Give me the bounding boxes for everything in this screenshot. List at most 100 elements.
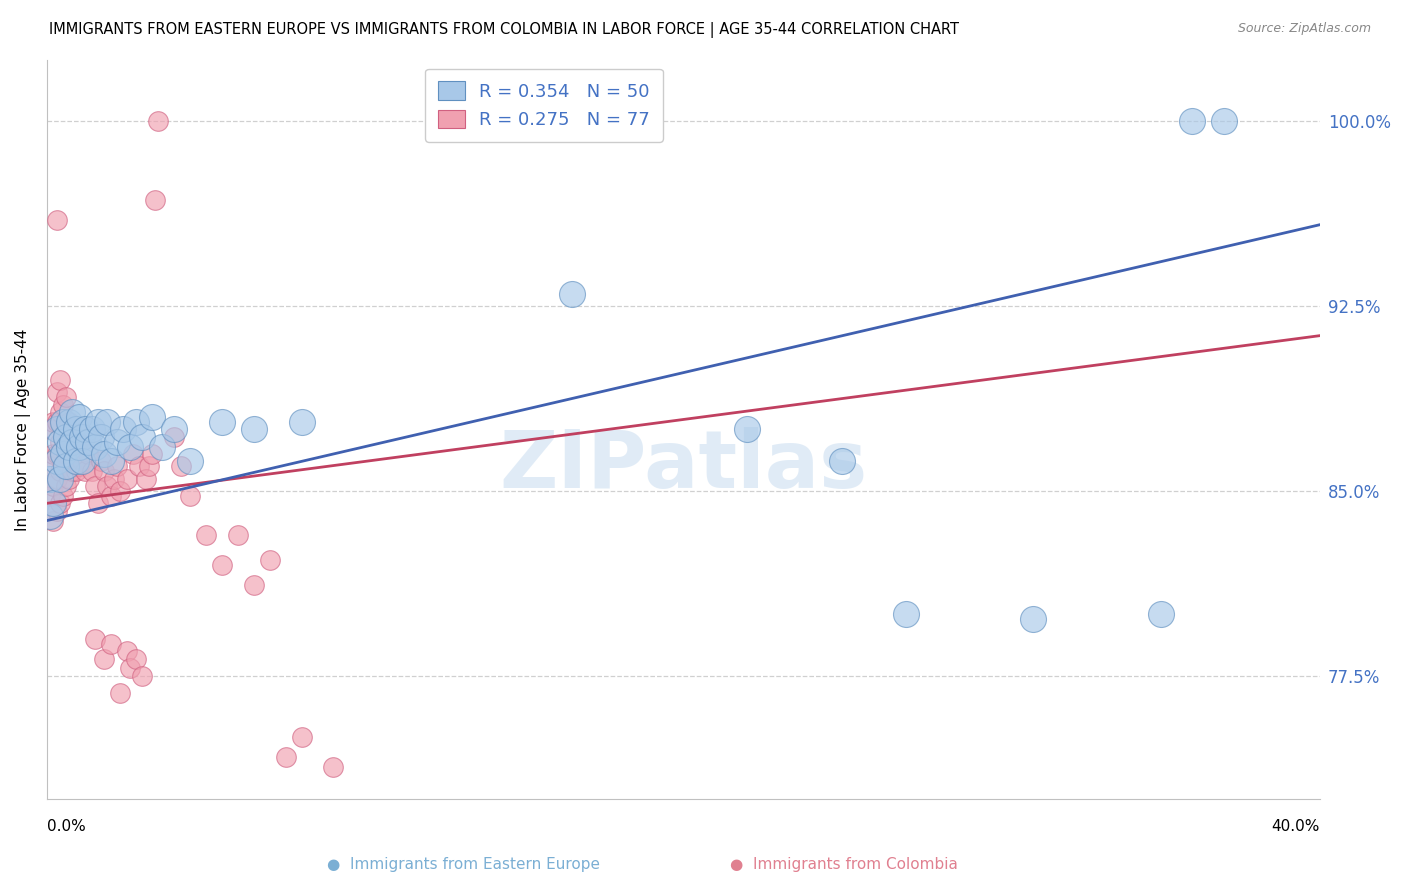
Point: [45, 385, 67, 400]
Point: [90, 454, 112, 468]
Point: [87, 415, 110, 429]
Point: [39, 422, 62, 436]
Point: [70, 454, 93, 468]
Point: [105, 459, 128, 474]
Text: 40.0%: 40.0%: [1271, 819, 1320, 834]
Point: [243, 577, 266, 591]
Text: IMMIGRANTS FROM EASTERN EUROPE VS IMMIGRANTS FROM COLOMBIA IN LABOR FORCE | AGE : IMMIGRANTS FROM EASTERN EUROPE VS IMMIGR…: [49, 22, 959, 38]
Point: [118, 440, 141, 454]
Point: [1149, 607, 1171, 622]
Point: [65, 422, 87, 436]
Point: [131, 430, 153, 444]
Point: [735, 422, 758, 436]
Point: [42, 447, 65, 461]
Text: Source: ZipAtlas.com: Source: ZipAtlas.com: [1237, 22, 1371, 36]
Point: [42, 514, 65, 528]
Point: [163, 422, 186, 436]
Point: [163, 430, 186, 444]
Point: [48, 496, 70, 510]
Point: [108, 686, 131, 700]
Point: [150, 440, 173, 454]
Point: [55, 479, 77, 493]
Point: [42, 479, 65, 493]
Point: [77, 434, 100, 449]
Point: [138, 459, 160, 474]
Point: [561, 286, 583, 301]
Point: [39, 508, 62, 523]
Point: [45, 454, 67, 468]
Point: [96, 415, 118, 429]
Point: [45, 212, 67, 227]
Point: [48, 373, 70, 387]
Legend: R = 0.354   N = 50, R = 0.275   N = 77: R = 0.354 N = 50, R = 0.275 N = 77: [425, 69, 662, 142]
Point: [211, 415, 233, 429]
Point: [141, 410, 163, 425]
Point: [831, 454, 853, 468]
Point: [103, 472, 125, 486]
Point: [108, 483, 131, 498]
Point: [115, 472, 138, 486]
Point: [1181, 114, 1204, 128]
Point: [39, 472, 62, 486]
Point: [93, 651, 115, 665]
Point: [70, 430, 93, 444]
Point: [62, 434, 84, 449]
Point: [45, 447, 67, 461]
Point: [100, 454, 122, 468]
Point: [55, 390, 77, 404]
Point: [148, 114, 170, 128]
Point: [39, 459, 62, 474]
Point: [112, 422, 135, 436]
Point: [125, 415, 148, 429]
Point: [62, 405, 84, 419]
Point: [195, 528, 218, 542]
Point: [48, 405, 70, 419]
Point: [226, 528, 249, 542]
Point: [67, 410, 90, 425]
Point: [290, 731, 312, 745]
Point: [48, 434, 70, 449]
Point: [75, 422, 97, 436]
Point: [1022, 612, 1045, 626]
Point: [125, 651, 148, 665]
Point: [58, 440, 80, 454]
Point: [48, 472, 70, 486]
Point: [87, 496, 110, 510]
Point: [58, 472, 80, 486]
Point: [77, 447, 100, 461]
Point: [141, 447, 163, 461]
Point: [115, 644, 138, 658]
Point: [90, 430, 112, 444]
Point: [135, 472, 157, 486]
Point: [322, 760, 344, 774]
Point: [274, 750, 297, 764]
Text: 0.0%: 0.0%: [46, 819, 86, 834]
Point: [118, 661, 141, 675]
Point: [1213, 114, 1236, 128]
Y-axis label: In Labor Force | Age 35-44: In Labor Force | Age 35-44: [15, 328, 31, 531]
Point: [45, 472, 67, 486]
Point: [62, 434, 84, 449]
Point: [45, 415, 67, 429]
Point: [55, 430, 77, 444]
Point: [65, 464, 87, 478]
Point: [894, 607, 917, 622]
Point: [52, 430, 75, 444]
Point: [169, 459, 191, 474]
Point: [211, 558, 233, 572]
Point: [55, 422, 77, 436]
Point: [42, 496, 65, 510]
Point: [179, 489, 201, 503]
Point: [52, 447, 75, 461]
Point: [45, 504, 67, 518]
Point: [96, 479, 118, 493]
Point: [62, 464, 84, 478]
Point: [52, 489, 75, 503]
Point: [143, 193, 166, 207]
Point: [39, 489, 62, 503]
Point: [70, 454, 93, 468]
Point: [80, 422, 103, 436]
Point: [67, 459, 90, 474]
Point: [105, 434, 128, 449]
Point: [52, 398, 75, 412]
